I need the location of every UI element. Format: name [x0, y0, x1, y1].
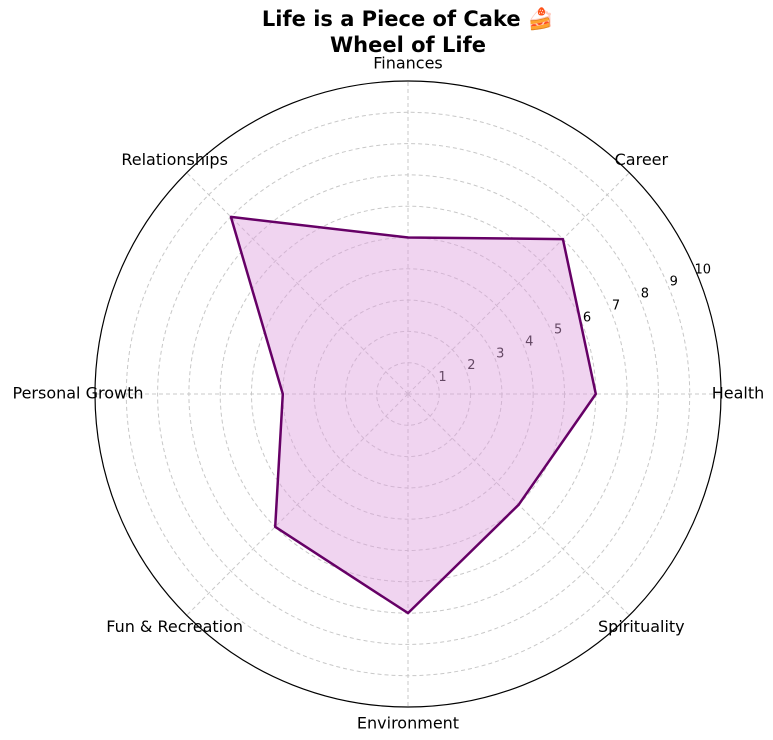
r-tick-label: 9 [670, 274, 678, 289]
category-label: Health [712, 384, 765, 403]
category-label: Personal Growth [12, 384, 143, 403]
spoke [186, 172, 409, 395]
category-label: Spirituality [598, 617, 685, 636]
category-label: Relationships [121, 150, 228, 169]
outer-frame [94, 80, 722, 708]
radar-area [229, 215, 598, 615]
r-tick-label: 6 [583, 310, 591, 325]
chart-title: Life is a Piece of Cake 🍰 [262, 6, 554, 31]
category-label: Fun & Recreation [106, 617, 243, 636]
r-tick-label: 7 [612, 298, 620, 313]
r-tick-label: 1 [438, 370, 446, 385]
r-tick-label: 10 [694, 262, 711, 277]
grid-circle [157, 143, 659, 645]
r-tick-label: 2 [467, 358, 475, 373]
spoke [186, 393, 409, 616]
grid-circle [344, 330, 472, 458]
chart-subtitle: Wheel of Life [330, 33, 486, 57]
r-tick-label: 4 [525, 334, 533, 349]
category-label: Environment [357, 714, 459, 733]
spoke [407, 172, 630, 395]
r-tick-label: 8 [641, 286, 649, 301]
r-tick-label: 5 [554, 322, 562, 337]
category-label: Finances [373, 54, 443, 73]
category-label: Career [615, 150, 669, 169]
r-tick-label: 3 [496, 346, 504, 361]
